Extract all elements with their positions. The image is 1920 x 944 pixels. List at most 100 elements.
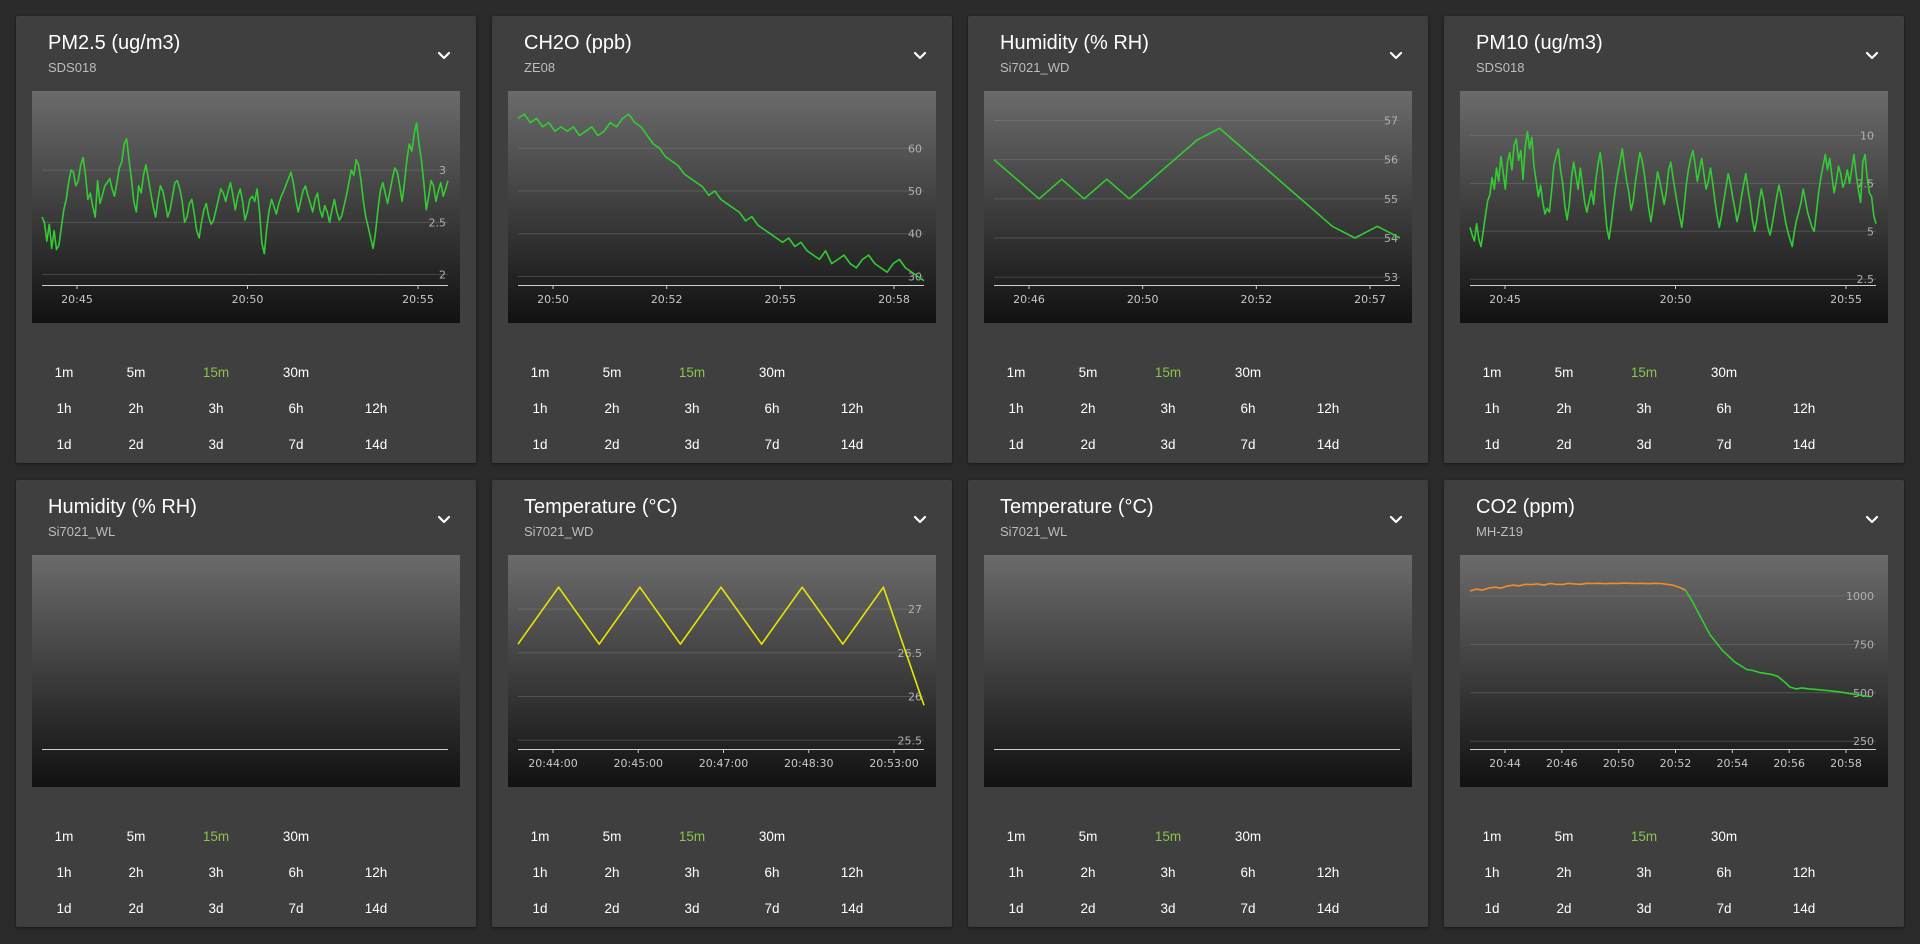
time-range-option[interactable]: 1m [530,829,550,844]
time-range-option[interactable]: 15m [1630,829,1658,844]
card-menu-button[interactable] [1860,44,1884,68]
time-range-option[interactable]: 6h [764,865,780,880]
time-range-option[interactable]: 3d [1636,437,1652,452]
chevron-down-icon[interactable] [908,44,932,68]
time-range-option[interactable]: 2d [604,901,620,916]
chart-svg[interactable] [984,555,1412,787]
time-range-option[interactable]: 5m [602,365,622,380]
time-range-option[interactable]: 7d [1716,437,1732,452]
time-range-option[interactable]: 1m [530,365,550,380]
time-range-option[interactable]: 3h [208,865,224,880]
time-range-option[interactable]: 1d [1008,437,1024,452]
time-range-option[interactable]: 7d [764,437,780,452]
time-range-option[interactable]: 2h [1080,865,1096,880]
time-range-option[interactable]: 15m [678,365,706,380]
time-range-option[interactable]: 3h [684,865,700,880]
chart-svg[interactable]: 2 2.5 3 20:45 20:50 20:55 [32,91,460,323]
time-range-option[interactable]: 2h [1080,401,1096,416]
time-range-option[interactable]: 15m [202,365,230,380]
time-range-option[interactable]: 3d [208,437,224,452]
time-range-option[interactable]: 30m [758,829,786,844]
time-range-option[interactable]: 6h [1240,865,1256,880]
chart-svg[interactable]: 250 500 750 1000 20:44 20:46 20:50 20:52 20:54 20… [1460,555,1888,787]
time-range-option[interactable]: 3d [684,901,700,916]
time-range-option[interactable]: 6h [288,865,304,880]
time-range-option[interactable]: 1h [1008,401,1024,416]
time-range-option[interactable]: 1h [532,865,548,880]
time-range-option[interactable]: 1d [1484,901,1500,916]
time-range-option[interactable]: 3d [1160,901,1176,916]
time-range-option[interactable]: 5m [1078,365,1098,380]
chart-svg[interactable]: 30 40 50 60 20:50 20:52 20:55 20:58 [508,91,936,323]
time-range-option[interactable]: 7d [764,901,780,916]
time-range-option[interactable]: 5m [1078,829,1098,844]
time-range-option[interactable]: 14d [1316,901,1340,916]
time-range-option[interactable]: 7d [288,901,304,916]
time-range-option[interactable]: 3d [1160,437,1176,452]
card-menu-button[interactable] [1384,44,1408,68]
chart-area[interactable]: 250 500 750 1000 20:44 20:46 20:50 20:52 20:54 20… [1460,555,1888,787]
chart-area[interactable]: 30 40 50 60 20:50 20:52 20:55 20:58 [508,91,936,323]
time-range-option[interactable]: 5m [126,829,146,844]
time-range-option[interactable]: 14d [364,437,388,452]
card-menu-button[interactable] [432,44,456,68]
time-range-option[interactable]: 30m [1710,365,1738,380]
time-range-option[interactable]: 7d [1240,437,1256,452]
time-range-option[interactable]: 1m [1482,829,1502,844]
time-range-option[interactable]: 2h [1556,865,1572,880]
time-range-option[interactable]: 2h [128,865,144,880]
time-range-option[interactable]: 6h [1716,401,1732,416]
time-range-option[interactable]: 3h [1636,865,1652,880]
chart-area[interactable]: 53 54 55 56 57 20:46 20:50 20:52 20:57 [984,91,1412,323]
card-menu-button[interactable] [1860,508,1884,532]
time-range-option[interactable]: 1m [1482,365,1502,380]
chart-area[interactable] [984,555,1412,787]
time-range-option[interactable]: 7d [1716,901,1732,916]
time-range-option[interactable]: 14d [1792,901,1816,916]
time-range-option[interactable]: 1d [56,901,72,916]
time-range-option[interactable]: 30m [282,829,310,844]
time-range-option[interactable]: 1d [56,437,72,452]
card-menu-button[interactable] [908,508,932,532]
time-range-option[interactable]: 6h [1240,401,1256,416]
time-range-option[interactable]: 6h [1716,865,1732,880]
time-range-option[interactable]: 30m [1710,829,1738,844]
chevron-down-icon[interactable] [1860,508,1884,532]
chart-area[interactable] [32,555,460,787]
time-range-option[interactable]: 2d [128,901,144,916]
time-range-option[interactable]: 1m [54,365,74,380]
time-range-option[interactable]: 14d [840,901,864,916]
time-range-option[interactable]: 12h [1316,865,1340,880]
chevron-down-icon[interactable] [432,508,456,532]
time-range-option[interactable]: 14d [840,437,864,452]
time-range-option[interactable]: 1d [1484,437,1500,452]
time-range-option[interactable]: 3h [208,401,224,416]
time-range-option[interactable]: 2h [604,865,620,880]
time-range-option[interactable]: 7d [1240,901,1256,916]
time-range-option[interactable]: 1h [1484,401,1500,416]
time-range-option[interactable]: 1m [1006,829,1026,844]
time-range-option[interactable]: 7d [288,437,304,452]
time-range-option[interactable]: 5m [1554,829,1574,844]
chevron-down-icon[interactable] [432,44,456,68]
time-range-option[interactable]: 2d [128,437,144,452]
time-range-option[interactable]: 15m [202,829,230,844]
chart-svg[interactable]: 2.5 5 7.5 10 20:45 20:50 20:55 [1460,91,1888,323]
time-range-option[interactable]: 3h [1160,401,1176,416]
time-range-option[interactable]: 2d [1556,437,1572,452]
time-range-option[interactable]: 12h [364,401,388,416]
time-range-option[interactable]: 14d [1316,437,1340,452]
chart-area[interactable]: 2 2.5 3 20:45 20:50 20:55 [32,91,460,323]
time-range-option[interactable]: 12h [1792,865,1816,880]
time-range-option[interactable]: 3d [208,901,224,916]
time-range-option[interactable]: 14d [364,901,388,916]
time-range-option[interactable]: 1h [56,865,72,880]
card-menu-button[interactable] [432,508,456,532]
time-range-option[interactable]: 3h [684,401,700,416]
chart-svg[interactable]: 25.5 26 26.5 27 20:44:00 20:45:00 20:47:00 20:4… [508,555,936,787]
time-range-option[interactable]: 15m [1154,365,1182,380]
time-range-option[interactable]: 30m [758,365,786,380]
time-range-option[interactable]: 3h [1636,401,1652,416]
time-range-option[interactable]: 12h [840,401,864,416]
